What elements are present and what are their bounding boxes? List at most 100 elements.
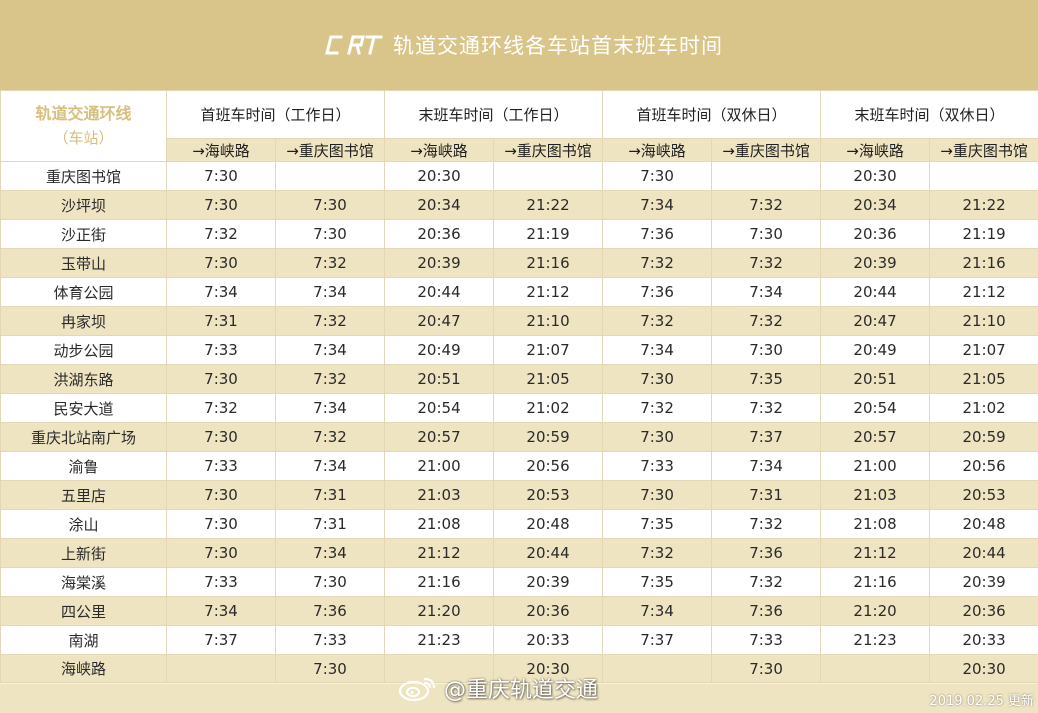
time-cell: 7:30 [166,364,276,394]
timetable-body: 重庆图书馆 7:30 20:30 7:30 20:30 沙坪坝 7:30 7:30 20:34 2… [0,161,1038,683]
time-cell: 7:35 [602,509,713,539]
direction-header: →重庆图书馆 [929,138,1038,162]
direction-header: →海峡路 [166,138,276,162]
station-name-cell: 洪湖东路 [0,364,167,394]
time-cell: 20:39 [929,567,1038,597]
table-row: 重庆图书馆 7:30 20:30 7:30 20:30 [0,161,1038,191]
time-cell: 20:51 [384,364,495,394]
time-cell: 7:30 [602,364,713,394]
time-cell: 20:36 [929,596,1038,626]
time-cell: 20:44 [493,538,604,568]
table-row: 五里店 7:30 7:31 21:03 20:53 7:30 7:31 21:03 20:53 [0,480,1038,510]
time-cell: 20:30 [820,161,931,191]
time-cell: 7:30 [711,654,822,683]
time-cell: 20:44 [929,538,1038,568]
time-cell: 21:00 [384,451,495,481]
direction-header: →重庆图书馆 [711,138,822,162]
time-cell: 20:39 [820,248,931,278]
watermark-text: @重庆轨道交通 [444,678,599,703]
table-row: 海峡路 7:30 20:30 7:30 20:30 [0,654,1038,683]
time-cell: 20:30 [384,161,495,191]
station-name-cell: 重庆北站南广场 [0,422,167,452]
time-cell: 7:32 [711,190,822,220]
time-cell: 7:32 [711,306,822,336]
time-cell: 21:16 [384,567,495,597]
time-cell: 20:30 [493,654,604,683]
time-cell: 21:08 [820,509,931,539]
time-cell: 7:32 [711,567,822,597]
station-name-cell: 四公里 [0,596,167,626]
time-cell: 7:32 [274,248,386,278]
table-row: 涂山 7:30 7:31 21:08 20:48 7:35 7:32 21:08 20:48 [0,509,1038,539]
time-cell: 7:32 [274,364,386,394]
time-cell: 7:31 [166,306,276,336]
direction-header-row: →海峡路 →重庆图书馆 →海峡路 →重庆图书馆 →海峡路 →重庆图书馆 →海峡路… [1,138,1038,162]
time-cell: 21:08 [384,509,495,539]
time-cell: 7:34 [711,277,822,307]
crt-logo-icon [325,35,383,55]
header-content: 轨道交通环线各车站首末班车时间 [325,30,723,60]
station-name-cell: 沙坪坝 [0,190,167,220]
group-header-weekend-last: 末班车时间（双休日） [820,90,1038,139]
time-cell: 20:49 [820,335,931,365]
watermark: @重庆轨道交通 [398,672,598,704]
table-row: 重庆北站南广场 7:30 7:32 20:57 20:59 7:30 7:37 20:57 20… [0,422,1038,452]
time-cell: 7:30 [274,654,386,683]
time-cell: 20:34 [384,190,495,220]
time-cell: 20:44 [384,277,495,307]
time-cell: 21:05 [493,364,604,394]
time-cell: 20:36 [820,219,931,249]
time-cell: 7:30 [602,422,713,452]
time-cell: 7:33 [166,451,276,481]
time-cell: 20:44 [820,277,931,307]
time-cell: 20:39 [384,248,495,278]
time-cell: 7:33 [166,335,276,365]
time-cell: 7:30 [166,480,276,510]
time-cell: 20:48 [929,509,1038,539]
time-cell: 7:30 [166,509,276,539]
time-cell: 7:32 [602,538,713,568]
time-cell: 20:54 [384,393,495,423]
time-cell: 7:36 [274,596,386,626]
time-cell: 7:35 [602,567,713,597]
direction-header: →海峡路 [602,138,713,162]
table-row: 四公里 7:34 7:36 21:20 20:36 7:34 7:36 21:20 20:36 [0,596,1038,626]
page-header: 轨道交通环线各车站首末班车时间 [0,0,1038,90]
time-cell: 7:30 [274,219,386,249]
time-cell: 7:33 [602,451,713,481]
time-cell [493,161,604,191]
time-cell: 21:07 [929,335,1038,365]
table-row: 洪湖东路 7:30 7:32 20:51 21:05 7:30 7:35 20:51 21:05 [0,364,1038,394]
time-cell: 7:32 [711,509,822,539]
time-cell: 21:20 [384,596,495,626]
group-header-weekday-first: 首班车时间（工作日） [165,90,386,139]
time-cell: 21:12 [820,538,931,568]
direction-header: →海峡路 [384,138,495,162]
time-cell: 7:34 [166,596,276,626]
time-cell: 7:30 [274,190,386,220]
table-row: 上新街 7:30 7:34 21:12 20:44 7:32 7:36 21:12 20:44 [0,538,1038,568]
time-cell: 7:33 [274,625,386,655]
station-name-cell: 体育公园 [0,277,167,307]
time-cell: 20:56 [929,451,1038,481]
time-cell: 7:30 [166,161,276,191]
station-name-cell: 南湖 [0,625,167,655]
table-row: 沙坪坝 7:30 7:30 20:34 21:22 7:34 7:32 20:34 21:22 [0,190,1038,220]
time-cell [820,654,931,683]
time-cell: 20:36 [384,219,495,249]
table-row: 沙正街 7:32 7:30 20:36 21:19 7:36 7:30 20:36 21:19 [0,219,1038,249]
time-cell: 21:10 [493,306,604,336]
time-cell: 20:57 [820,422,931,452]
table-row: 体育公园 7:34 7:34 20:44 21:12 7:36 7:34 20:44 21:12 [0,277,1038,307]
station-name-cell: 五里店 [0,480,167,510]
time-cell: 20:53 [493,480,604,510]
time-cell: 20:47 [384,306,495,336]
time-cell: 7:32 [274,422,386,452]
time-cell: 7:31 [274,480,386,510]
direction-header: →重庆图书馆 [493,138,604,162]
station-name-cell: 海峡路 [0,654,167,683]
time-cell: 21:02 [929,393,1038,423]
time-cell: 21:00 [820,451,931,481]
time-cell: 21:12 [384,538,495,568]
station-name-cell: 涂山 [0,509,167,539]
